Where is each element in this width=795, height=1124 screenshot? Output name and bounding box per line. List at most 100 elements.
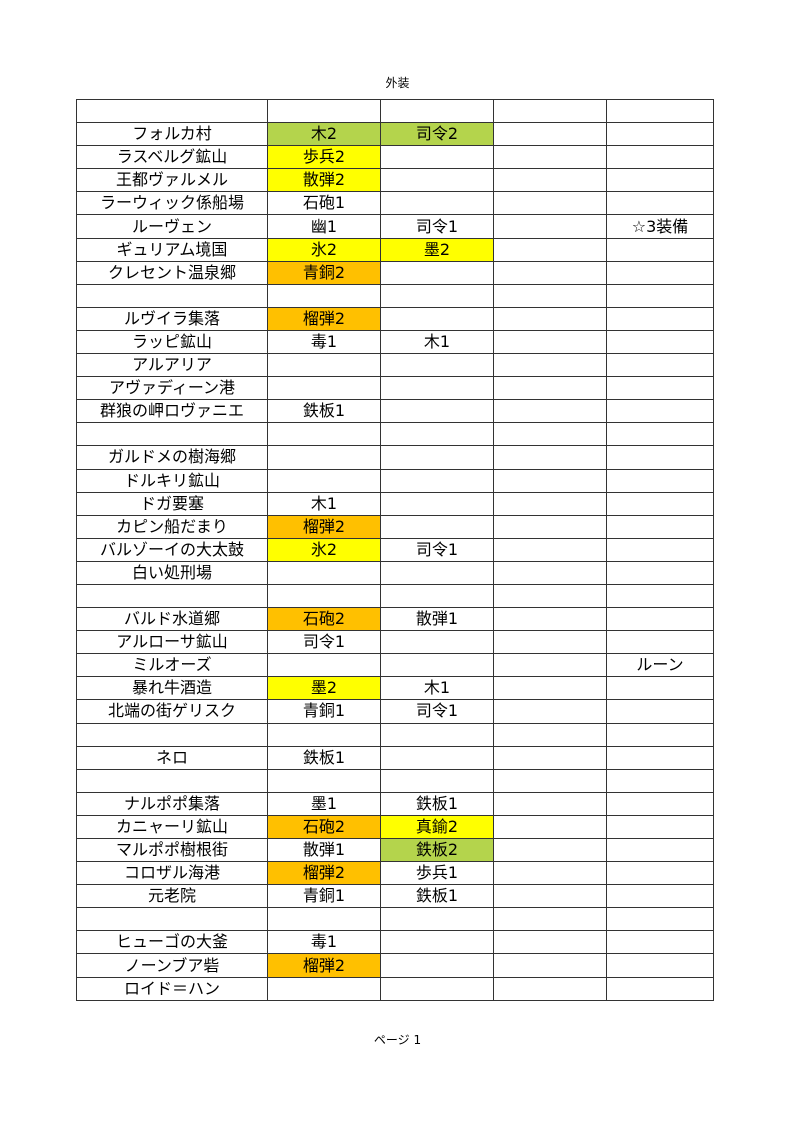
material-cell <box>380 630 494 655</box>
material-cell <box>493 583 607 609</box>
material-cell <box>606 98 714 124</box>
material-cell <box>493 445 607 470</box>
location-cell: ナルポポ集落 <box>76 791 268 816</box>
material-cell <box>606 491 714 516</box>
material-cell <box>267 98 381 124</box>
material-cell <box>606 329 714 355</box>
location-cell: アルアリア <box>76 353 268 378</box>
material-cell <box>493 699 607 724</box>
location-cell: フォルカ村 <box>76 122 268 147</box>
table-row: コロザル海港 榴弾2 歩兵1 <box>76 861 714 886</box>
location-cell: カニャーリ鉱山 <box>76 814 268 840</box>
table-row: バルゾーイの大太鼓 氷2 司令1 <box>76 537 714 562</box>
location-cell: クレセント温泉郷 <box>76 260 268 285</box>
material-cell <box>606 953 714 978</box>
material-cell <box>606 537 714 562</box>
material-cell: 石砲2 <box>267 607 381 632</box>
location-cell: ガルドメの樹海郷 <box>76 445 268 470</box>
material-cell <box>493 722 607 747</box>
material-cell <box>267 283 381 308</box>
table-row: 暴れ牛酒造 墨2 木1 <box>76 676 714 701</box>
material-cell <box>606 191 714 216</box>
material-cell <box>606 583 714 609</box>
table-row: ラーウィック係船場 石砲1 <box>76 191 714 216</box>
location-cell: ネロ <box>76 745 268 770</box>
material-cell <box>380 745 494 770</box>
table-row: バルド水道郷 石砲2 散弾1 <box>76 607 714 632</box>
material-cell <box>493 630 607 655</box>
material-cell <box>267 722 381 747</box>
material-cell <box>380 514 494 539</box>
table-row: ルヴイラ集落 榴弾2 <box>76 306 714 331</box>
material-cell <box>606 976 714 1001</box>
material-cell: 散弾1 <box>380 607 494 632</box>
table-row: ナルポポ集落 墨1 鉄板1 <box>76 791 714 816</box>
material-cell <box>267 907 381 932</box>
material-cell <box>493 837 607 863</box>
material-cell <box>493 537 607 562</box>
table-row <box>76 768 714 793</box>
material-cell <box>380 399 494 424</box>
location-cell: ラスベルグ鉱山 <box>76 145 268 170</box>
table-row: 白い処刑場 <box>76 560 714 585</box>
material-cell: 青銅2 <box>267 260 381 285</box>
table-row: 元老院 青銅1 鉄板1 <box>76 884 714 909</box>
material-cell <box>606 814 714 840</box>
material-cell <box>267 976 381 1001</box>
material-cell <box>493 399 607 424</box>
table-row: マルポポ樹根街 散弾1 鉄板2 <box>76 837 714 863</box>
table-row: ミルオーズ ルーン <box>76 653 714 678</box>
material-cell <box>606 514 714 539</box>
material-cell: 鉄板1 <box>267 399 381 424</box>
material-cell <box>493 168 607 193</box>
material-cell <box>493 491 607 516</box>
material-cell: 司令2 <box>380 122 494 147</box>
material-cell: 榴弾2 <box>267 861 381 886</box>
location-cell: ルヴイラ集落 <box>76 306 268 331</box>
material-cell <box>606 791 714 816</box>
material-cell <box>380 353 494 378</box>
location-cell <box>76 283 268 308</box>
table-row <box>76 722 714 747</box>
material-cell <box>380 422 494 447</box>
material-cell: ルーン <box>606 653 714 678</box>
material-cell <box>606 745 714 770</box>
material-cell <box>493 353 607 378</box>
material-cell <box>267 653 381 678</box>
material-cell <box>606 237 714 262</box>
material-cell: 幽1 <box>267 214 381 239</box>
table-row: 王都ヴァルメル 散弾2 <box>76 168 714 193</box>
material-cell <box>606 884 714 909</box>
location-cell: ラッピ鉱山 <box>76 329 268 355</box>
location-cell <box>76 98 268 124</box>
material-cell: 榴弾2 <box>267 953 381 978</box>
table-row <box>76 98 714 124</box>
location-cell: ルーヴェン <box>76 214 268 239</box>
material-cell: 鉄板1 <box>267 745 381 770</box>
location-cell <box>76 422 268 447</box>
location-cell: ノーンブア砦 <box>76 953 268 978</box>
material-cell <box>606 283 714 308</box>
material-cell: ☆3装備 <box>606 214 714 239</box>
material-cell: 墨2 <box>267 676 381 701</box>
material-cell <box>380 722 494 747</box>
material-cell: 木1 <box>380 329 494 355</box>
material-cell: 司令1 <box>380 537 494 562</box>
material-cell <box>493 861 607 886</box>
material-cell <box>380 491 494 516</box>
material-cell: 歩兵1 <box>380 861 494 886</box>
page-header: 外装 <box>385 76 410 90</box>
material-cell <box>380 907 494 932</box>
location-cell: ロイド＝ハン <box>76 976 268 1001</box>
material-cell <box>267 583 381 609</box>
material-cell <box>606 607 714 632</box>
material-cell <box>606 145 714 170</box>
material-cell <box>493 376 607 401</box>
location-cell: ドガ要塞 <box>76 491 268 516</box>
material-cell <box>606 306 714 331</box>
location-cell: アヴァディーン港 <box>76 376 268 401</box>
location-cell: 王都ヴァルメル <box>76 168 268 193</box>
table-row: クレセント温泉郷 青銅2 <box>76 260 714 285</box>
material-cell <box>380 260 494 285</box>
material-cell <box>606 768 714 793</box>
